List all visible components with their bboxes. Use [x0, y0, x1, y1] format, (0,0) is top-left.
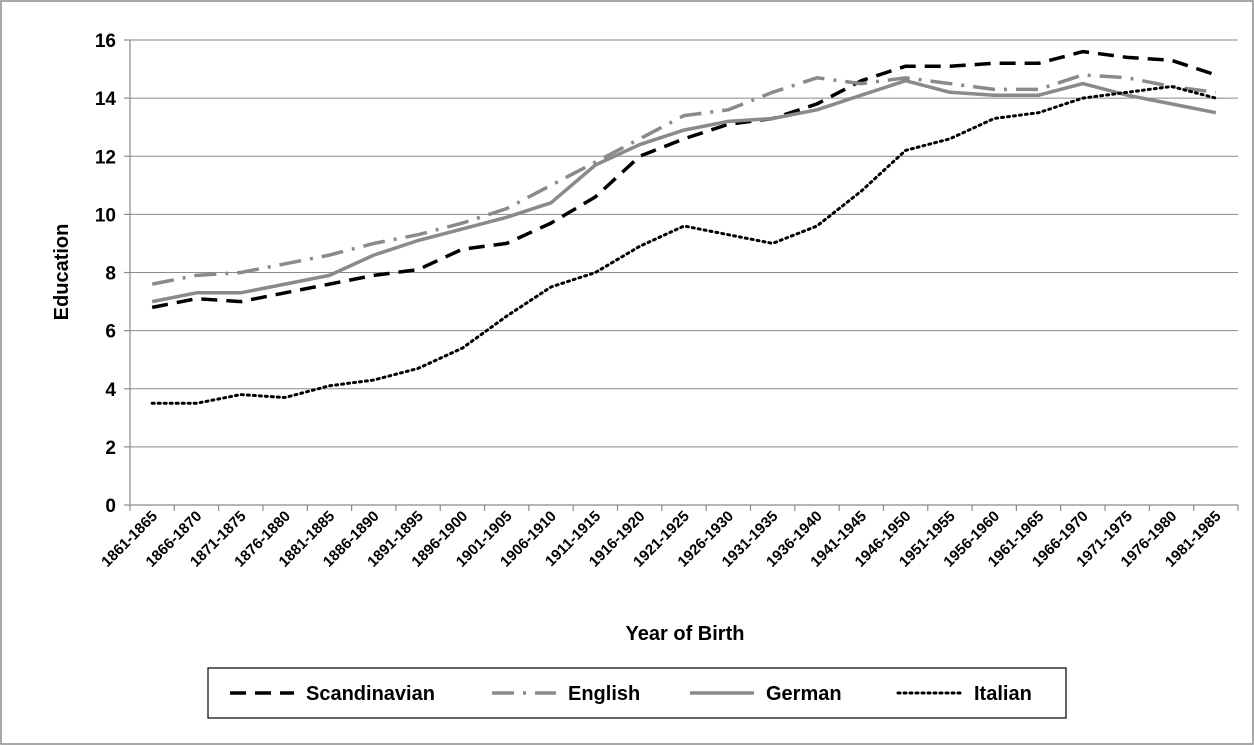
y-axis-title: Education	[51, 224, 73, 321]
y-tick-label: 8	[105, 264, 116, 285]
series-line-english	[151, 73, 1217, 286]
y-tick-label: 16	[95, 31, 116, 52]
y-tick-label: 6	[105, 322, 116, 343]
y-tick-label: 0	[105, 496, 116, 517]
y-tick-label: 10	[95, 205, 116, 226]
legend-label-italian: Italian	[974, 683, 1032, 705]
series-line-german	[151, 78, 1217, 304]
legend-label-scandinavian: Scandinavian	[306, 683, 435, 705]
series-line-italian	[150, 85, 1218, 405]
y-tick-labels: 0 2 4 6 8 10 12 14 16	[95, 31, 117, 517]
axes	[124, 39, 1239, 511]
legend-label-english: English	[568, 683, 640, 705]
series-line-scandinavian	[151, 49, 1217, 310]
x-axis-title: Year of Birth	[626, 623, 745, 645]
series-lines	[150, 49, 1218, 405]
y-tick-label: 12	[95, 147, 116, 168]
y-tick-label: 14	[95, 89, 117, 110]
y-tick-label: 2	[105, 438, 116, 459]
y-tick-label: 4	[105, 380, 116, 401]
legend-label-german: German	[766, 683, 842, 705]
legend: Scandinavian English German Italian	[207, 667, 1067, 719]
